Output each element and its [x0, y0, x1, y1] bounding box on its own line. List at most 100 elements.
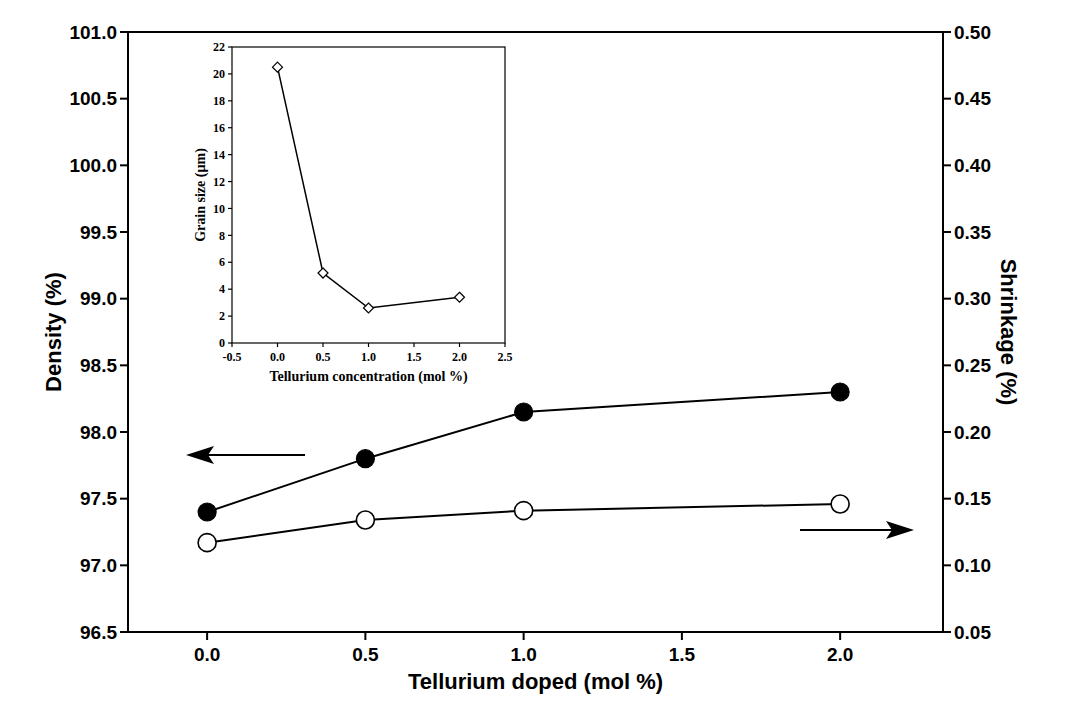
y-tick-label: 96.5 — [80, 622, 117, 643]
plot-area — [232, 47, 505, 343]
x-tick — [206, 632, 208, 640]
x-tick-label: 2.5 — [498, 350, 513, 364]
x-axis-title: Tellurium concentration (mol %) — [269, 369, 468, 385]
y-tick-label: 0 — [219, 336, 225, 350]
x-tick-label: 0.0 — [194, 644, 220, 665]
x-tick — [459, 343, 460, 347]
marker — [831, 495, 849, 513]
y-tick — [120, 364, 128, 366]
marker — [273, 62, 283, 72]
y-tick — [120, 431, 128, 433]
x-tick-label: 1.5 — [407, 350, 422, 364]
y-tick-label: 14 — [213, 148, 225, 162]
x-tick-label: -0.5 — [223, 350, 242, 364]
y-tick — [120, 31, 128, 33]
y-tick-label: 16 — [213, 121, 225, 135]
y2-tick — [943, 431, 951, 433]
y2-tick-label: 0.40 — [954, 155, 991, 176]
y-axis-title: Grain size (µm) — [193, 148, 209, 242]
x-tick — [413, 343, 414, 347]
y2-tick — [943, 631, 951, 633]
y-tick-label: 4 — [219, 282, 225, 296]
y-tick-label: 98.5 — [80, 355, 117, 376]
y-tick-label: 2 — [219, 309, 225, 323]
y2-tick-label: 0.50 — [954, 22, 991, 43]
y-tick — [120, 164, 128, 166]
y-tick — [228, 181, 232, 182]
chart: 0.00.51.01.52.096.597.097.598.098.599.09… — [0, 0, 1066, 710]
y-tick-label: 6 — [219, 255, 225, 269]
marker — [356, 450, 374, 468]
x-tick — [364, 632, 366, 640]
y2-tick-label: 0.25 — [954, 355, 991, 376]
y2-tick-label: 0.35 — [954, 222, 991, 243]
y-tick — [120, 498, 128, 500]
y-tick — [228, 289, 232, 290]
y2-tick — [943, 164, 951, 166]
plot-0: 0.00.51.01.52.096.597.097.598.098.599.09… — [41, 22, 1021, 694]
plot-1: -0.50.00.51.01.52.02.5024681012141618202… — [193, 40, 513, 385]
x-tick-label: 0.5 — [316, 350, 331, 364]
y2-tick — [943, 564, 951, 566]
y2-tick-label: 0.20 — [954, 422, 991, 443]
x-tick-label: 1.0 — [361, 350, 376, 364]
y-tick-label: 22 — [213, 40, 225, 54]
y-tick-label: 97.5 — [80, 488, 117, 509]
marker — [198, 534, 216, 552]
x-tick-label: 0.5 — [352, 644, 379, 665]
y2-tick — [943, 231, 951, 233]
y-tick — [228, 235, 232, 236]
frame — [128, 32, 943, 632]
y-tick-label: 100.0 — [69, 155, 117, 176]
y2-tick — [943, 364, 951, 366]
y-tick — [228, 208, 232, 209]
series-line — [207, 392, 840, 512]
y-tick-label: 97.0 — [80, 555, 117, 576]
x-tick-label: 2.0 — [827, 644, 853, 665]
x-axis-title: Tellurium doped (mol %) — [408, 669, 663, 694]
y-tick — [228, 100, 232, 101]
x-tick — [368, 343, 369, 347]
y2-tick — [943, 498, 951, 500]
y-tick-label: 12 — [213, 175, 225, 189]
x-tick — [523, 632, 525, 640]
marker — [455, 292, 465, 302]
y-tick-label: 20 — [213, 67, 225, 81]
arrows — [186, 446, 914, 539]
y-tick — [228, 127, 232, 128]
data-group — [198, 383, 849, 552]
frame — [232, 47, 505, 343]
x-tick — [277, 343, 278, 347]
y-tick — [228, 46, 232, 47]
marker — [198, 503, 216, 521]
y2-tick-label: 0.10 — [954, 555, 991, 576]
y-tick-label: 8 — [219, 229, 225, 243]
arrow-head — [186, 446, 214, 464]
y-tick-label: 100.5 — [69, 88, 117, 109]
plot-area — [128, 32, 943, 632]
y2-tick — [943, 31, 951, 33]
y2-tick-label: 0.15 — [954, 488, 991, 509]
x-tick — [839, 632, 841, 640]
x-tick — [504, 343, 505, 347]
x-tick — [681, 632, 683, 640]
y-tick — [228, 154, 232, 155]
y-tick — [228, 342, 232, 343]
y-axis-title: Density (%) — [41, 272, 66, 392]
arrow-head — [886, 521, 914, 539]
x-tick-label: 0.0 — [270, 350, 285, 364]
y2-tick — [943, 298, 951, 300]
data-group — [273, 62, 465, 313]
y-tick — [120, 564, 128, 566]
y-tick — [120, 631, 128, 633]
x-tick-label: 1.0 — [510, 644, 536, 665]
marker — [318, 268, 328, 278]
x-tick-label: 2.0 — [452, 350, 467, 364]
marker — [356, 511, 374, 529]
marker — [364, 303, 374, 313]
marker — [515, 403, 533, 421]
y2-tick-label: 0.45 — [954, 88, 991, 109]
y-tick — [228, 73, 232, 74]
y-tick-label: 18 — [213, 94, 225, 108]
arrow-line — [192, 454, 305, 456]
